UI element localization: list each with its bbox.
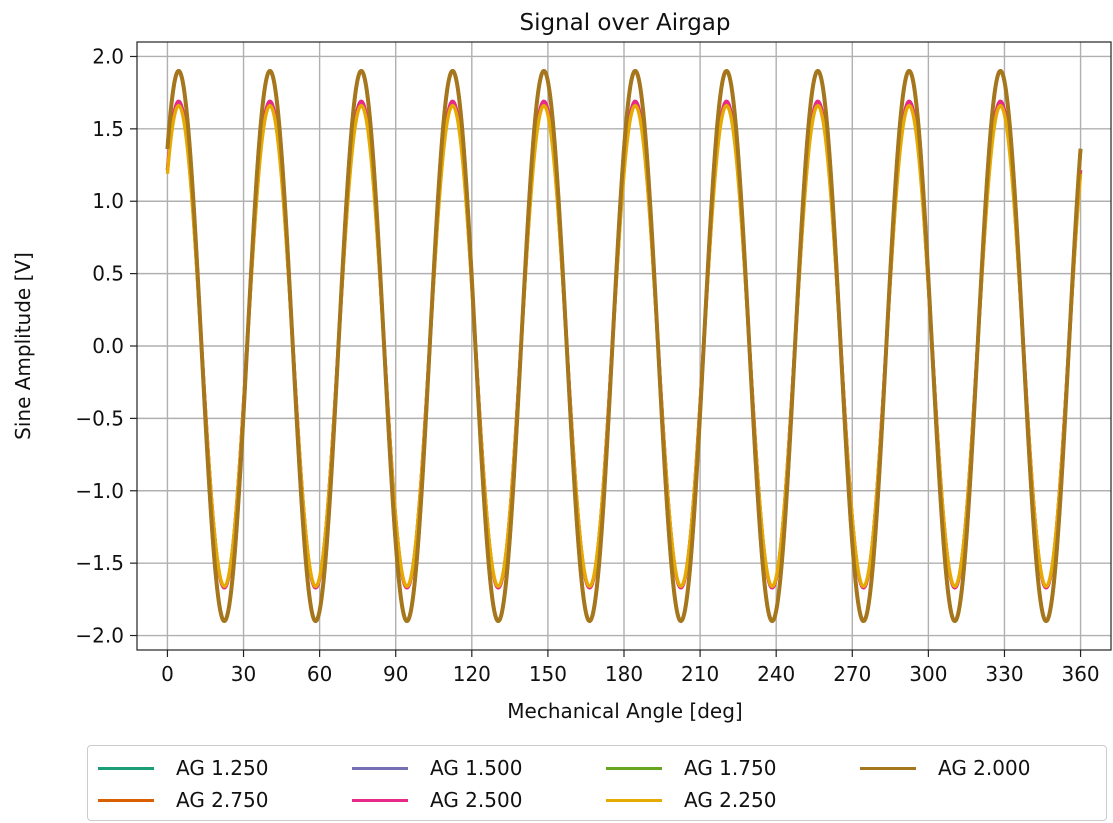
y-tick-label: −1.0 bbox=[75, 479, 124, 503]
x-tick-label: 150 bbox=[529, 662, 567, 686]
legend: AG 1.250 AG 1.500 AG 1.750 AG 2.000 AG 2.750… bbox=[87, 745, 1107, 821]
legend-item: AG 2.500 bbox=[352, 785, 522, 815]
legend-swatch bbox=[606, 798, 662, 802]
legend-label: AG 2.750 bbox=[176, 788, 269, 812]
legend-item: AG 1.750 bbox=[606, 753, 776, 783]
x-axis-label: Mechanical Angle [deg] bbox=[507, 699, 742, 723]
legend-swatch bbox=[352, 766, 408, 770]
legend-swatch bbox=[98, 798, 154, 802]
x-tick-label: 300 bbox=[909, 662, 947, 686]
legend-label: AG 2.500 bbox=[430, 788, 523, 812]
series-line-ag-2-000 bbox=[165, 68, 1083, 624]
x-tick-label: 90 bbox=[383, 662, 408, 686]
legend-item: AG 1.250 bbox=[98, 753, 268, 783]
x-tick-label: 180 bbox=[605, 662, 643, 686]
x-tick-label: 120 bbox=[453, 662, 491, 686]
y-tick-label: −1.5 bbox=[75, 551, 124, 575]
grid bbox=[137, 42, 1111, 650]
legend-label: AG 2.250 bbox=[684, 788, 777, 812]
legend-item: AG 2.750 bbox=[98, 785, 268, 815]
x-tick-label: 240 bbox=[757, 662, 795, 686]
legend-item: AG 2.250 bbox=[606, 785, 776, 815]
legend-swatch bbox=[606, 766, 662, 770]
legend-swatch bbox=[352, 798, 408, 802]
chart-svg: Signal over Airgap 0 30 60 90 120 150 180 210 24… bbox=[11, 10, 1112, 723]
legend-swatch bbox=[860, 766, 916, 770]
legend-label: AG 2.000 bbox=[938, 756, 1031, 780]
x-tick-label: 270 bbox=[833, 662, 871, 686]
x-tick-label: 60 bbox=[307, 662, 332, 686]
y-axis-label: Sine Amplitude [V] bbox=[11, 252, 35, 440]
x-tick-label: 330 bbox=[985, 662, 1023, 686]
x-tick-label: 360 bbox=[1061, 662, 1099, 686]
x-ticks: 0 30 60 90 120 150 180 210 240 270 300 330 360 bbox=[161, 650, 1100, 686]
y-tick-label: −2.0 bbox=[75, 624, 124, 648]
legend-item: AG 2.000 bbox=[860, 753, 1030, 783]
chart-title: Signal over Airgap bbox=[519, 10, 730, 36]
y-tick-label: 0.5 bbox=[92, 262, 124, 286]
legend-item: AG 1.500 bbox=[352, 753, 522, 783]
x-tick-label: 210 bbox=[681, 662, 719, 686]
legend-swatch bbox=[98, 766, 154, 770]
x-tick-label: 30 bbox=[231, 662, 256, 686]
y-tick-label: 1.5 bbox=[92, 117, 124, 141]
legend-label: AG 1.500 bbox=[430, 756, 523, 780]
y-tick-label: 2.0 bbox=[92, 44, 124, 68]
series-lines bbox=[165, 68, 1083, 624]
legend-label: AG 1.750 bbox=[684, 756, 777, 780]
y-tick-label: 1.0 bbox=[92, 189, 124, 213]
x-tick-label: 0 bbox=[161, 662, 174, 686]
y-tick-label: −0.5 bbox=[75, 406, 124, 430]
y-tick-label: 0.0 bbox=[92, 334, 124, 358]
legend-label: AG 1.250 bbox=[176, 756, 269, 780]
y-ticks: 2.0 1.5 1.0 0.5 0.0 −0.5 −1.0 −1.5 −2.0 bbox=[75, 44, 137, 648]
